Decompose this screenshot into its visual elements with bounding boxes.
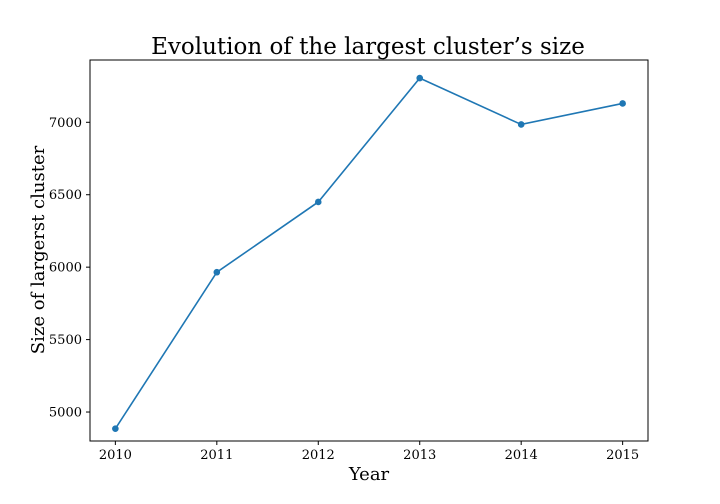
y-axis-label: Size of largerst cluster xyxy=(28,145,49,354)
data-point xyxy=(619,100,626,107)
x-axis-label: Year xyxy=(348,464,390,485)
series-group xyxy=(112,74,626,432)
data-point xyxy=(314,198,322,206)
data-point xyxy=(517,121,525,128)
y-tick-label: 5000 xyxy=(49,406,82,421)
plot-area xyxy=(89,59,649,442)
x-tick-label: 2014 xyxy=(505,448,538,463)
x-tick-label: 2011 xyxy=(200,448,233,463)
y-axis: 5000 5500 6000 6500 7000 xyxy=(49,116,90,421)
y-tick-label: 6500 xyxy=(49,188,82,203)
data-point xyxy=(213,268,221,276)
series-line xyxy=(114,77,623,430)
x-tick-label: 2015 xyxy=(606,448,639,463)
x-tick-label: 2012 xyxy=(302,448,335,463)
y-tick-label: 7000 xyxy=(49,116,82,131)
y-tick-label: 6000 xyxy=(49,261,82,276)
x-tick-label: 2010 xyxy=(99,448,132,463)
plot-frame xyxy=(89,59,649,442)
data-point xyxy=(416,74,424,82)
chart-title: Evolution of the largest cluster’s size xyxy=(151,34,585,60)
x-axis: 2010 2011 2012 2013 2014 2015 xyxy=(99,441,639,463)
x-tick-label: 2013 xyxy=(403,448,436,463)
data-point xyxy=(112,425,119,432)
y-tick-label: 5500 xyxy=(49,333,82,348)
